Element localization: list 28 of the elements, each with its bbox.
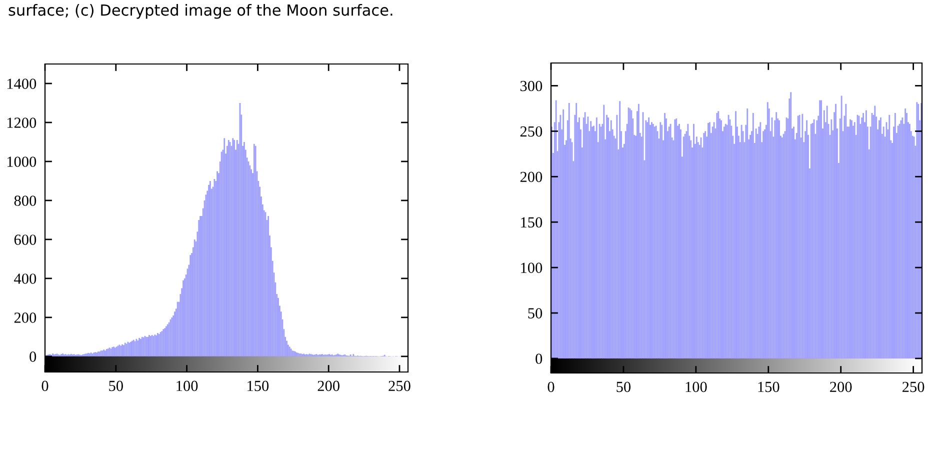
y-tick-label: 800	[14, 196, 36, 206]
text: surface; (c) Decrypted image of the Moon surface.	[8, 4, 392, 19]
y-tick-label: 0	[536, 354, 542, 364]
y-tick-label: 400	[14, 274, 36, 284]
x-tick-label: 200	[318, 380, 340, 392]
x-tick-label: 0	[548, 382, 554, 392]
y-tick-label: 1200	[7, 118, 36, 128]
x-tick-label: 0	[42, 380, 48, 392]
x-tick-label: 150	[758, 382, 780, 392]
x-tick-label: 50	[616, 382, 631, 392]
y-tick-label: 1400	[7, 78, 36, 89]
x-tick-label: 150	[248, 380, 269, 392]
y-tick-label: 100	[521, 262, 542, 273]
y-tick-label: 150	[521, 217, 542, 228]
y-tick-label: 0	[30, 352, 36, 362]
y-tick-label: 1000	[7, 156, 36, 167]
x-tick-label: 200	[830, 382, 852, 392]
x-tick-label: 250	[388, 380, 410, 392]
y-tick-label: 200	[520, 172, 542, 182]
x-tick-label: 100	[686, 382, 707, 392]
y-tick-label: 300	[520, 80, 542, 92]
x-tick-label: 50	[109, 380, 123, 392]
y-tick-label: 50	[528, 308, 542, 318]
y-tick-label: 200	[14, 312, 36, 323]
y-tick-label: 600	[14, 234, 36, 245]
y-tick-label: 250	[520, 126, 542, 137]
x-tick-label: 250	[902, 382, 924, 392]
x-tick-label: 100	[176, 380, 198, 392]
